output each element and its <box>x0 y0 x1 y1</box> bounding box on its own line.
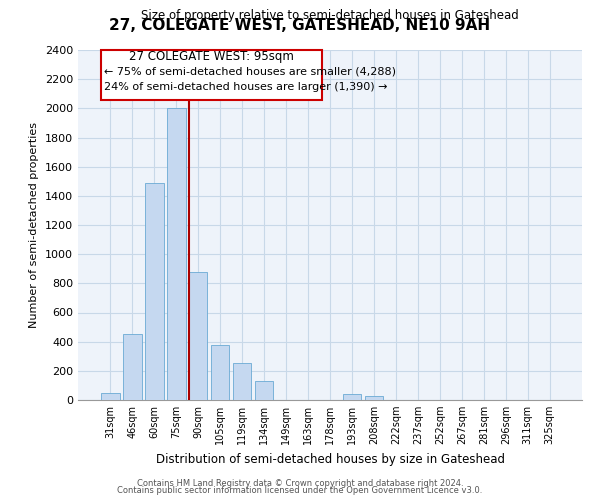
Text: ← 75% of semi-detached houses are smaller (4,288): ← 75% of semi-detached houses are smalle… <box>104 66 396 76</box>
FancyBboxPatch shape <box>101 50 322 100</box>
Text: 24% of semi-detached houses are larger (1,390) →: 24% of semi-detached houses are larger (… <box>104 82 388 92</box>
Title: Size of property relative to semi-detached houses in Gateshead: Size of property relative to semi-detach… <box>141 10 519 22</box>
Bar <box>233 363 251 400</box>
Bar <box>123 334 142 400</box>
Bar <box>343 394 361 400</box>
Text: Contains public sector information licensed under the Open Government Licence v3: Contains public sector information licen… <box>118 486 482 495</box>
Bar <box>365 396 383 400</box>
Bar <box>101 394 119 400</box>
Bar <box>211 344 229 400</box>
Text: 27 COLEGATE WEST: 95sqm: 27 COLEGATE WEST: 95sqm <box>129 50 294 63</box>
Text: 27, COLEGATE WEST, GATESHEAD, NE10 9AH: 27, COLEGATE WEST, GATESHEAD, NE10 9AH <box>109 18 491 32</box>
Text: Contains HM Land Registry data © Crown copyright and database right 2024.: Contains HM Land Registry data © Crown c… <box>137 478 463 488</box>
Bar <box>145 182 164 400</box>
Y-axis label: Number of semi-detached properties: Number of semi-detached properties <box>29 122 40 328</box>
Bar <box>255 381 274 400</box>
Bar <box>189 272 208 400</box>
X-axis label: Distribution of semi-detached houses by size in Gateshead: Distribution of semi-detached houses by … <box>155 452 505 466</box>
Bar <box>167 108 185 400</box>
